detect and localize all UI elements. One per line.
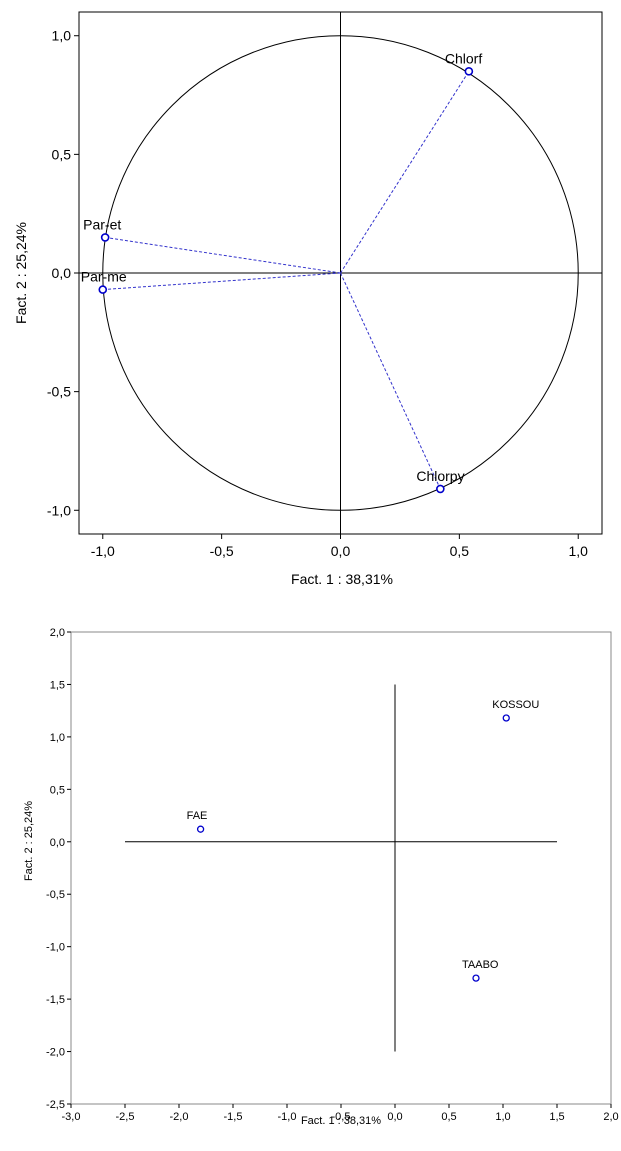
chart-1-points: Chlorf Par-et Par-me Chlorpy xyxy=(81,50,482,494)
point-label-kossou: KOSSOU xyxy=(492,699,539,711)
point-label-par-me: Par-me xyxy=(81,269,127,285)
chart-2-x-tick-label: -2,0 xyxy=(170,1111,189,1123)
chart-1-x-tick-label: 0,5 xyxy=(450,543,470,559)
point-chlorpy xyxy=(436,484,445,494)
chart-2-x-tick-label: -1,5 xyxy=(224,1111,243,1123)
point-label-taabo: TAABO xyxy=(462,959,499,971)
chart-1-y-axis-label: Fact. 2 : 25,24% xyxy=(13,222,29,324)
vector-par-me xyxy=(102,272,341,291)
chart-1-vectors xyxy=(102,71,470,490)
chart-1-x-tick-label: -0,5 xyxy=(210,543,234,559)
chart-2-x-tick-label: 1,5 xyxy=(549,1111,564,1123)
chart-2-y-tick-label: 2,0 xyxy=(50,627,65,639)
point-par-et xyxy=(100,233,110,242)
vector-chlorf xyxy=(340,71,470,274)
chart-1-y-tick-label: 0,5 xyxy=(52,146,72,162)
chart-2-x-tick-label: 2,0 xyxy=(603,1111,618,1123)
chart-2-y-tick-label: -1,5 xyxy=(46,994,65,1006)
chart-2-factor-scores: -3,0 -2,5 -2,0 -1,5 -1,0 -0,5 0,0 0,5 1,0 1,5 2,0 … xyxy=(23,627,619,1127)
chart-1-x-tick-label: -1,0 xyxy=(91,543,115,559)
chart-1-y-tick-label: -1,0 xyxy=(47,502,71,518)
chart-2-x-tick-label: 1,0 xyxy=(495,1111,510,1123)
chart-2-y-axis-label: Fact. 2 : 25,24% xyxy=(23,801,35,881)
chart-1-x-tick-label: 1,0 xyxy=(568,543,588,559)
chart-2-x-tick-label: 0,0 xyxy=(387,1111,402,1123)
chart-2-y-tick-label: -1,0 xyxy=(46,942,65,954)
chart-2-x-tick-label: 0,5 xyxy=(441,1111,456,1123)
chart-2-x-tick-label: -1,0 xyxy=(278,1111,297,1123)
chart-1-correlation-circle: -1,0 -0,5 0,0 0,5 1,0 1,0 0,5 0,0 -0,5 -1,0 Chlo… xyxy=(13,11,603,587)
chart-2-x-tick-labels: -3,0 -2,5 -2,0 -1,5 -1,0 -0,5 0,0 0,5 1,0 1,5 2,0 xyxy=(62,1104,619,1123)
chart-1-x-axis-label: Fact. 1 : 38,31% xyxy=(291,571,393,587)
point-chlorf xyxy=(464,67,474,76)
chart-1-unit-circle xyxy=(102,35,579,511)
chart-2-x-axis-label: Fact. 1 : 38,31% xyxy=(301,1115,381,1127)
chart-1-x-tick-label: 0,0 xyxy=(331,543,351,559)
chart-2-y-tick-label: 1,5 xyxy=(50,679,65,691)
chart-1-y-tick-label: 1,0 xyxy=(52,28,72,44)
chart-1-y-tick-label: -0,5 xyxy=(47,384,71,400)
chart-1-y-tick-labels: 1,0 0,5 0,0 -0,5 -1,0 xyxy=(47,28,79,518)
chart-2-points: KOSSOU FAE TAABO xyxy=(187,699,539,982)
chart-2-x-tick-label: -0,5 xyxy=(332,1111,351,1123)
vector-par-et xyxy=(105,236,341,274)
chart-2-x-tick-label: -3,0 xyxy=(62,1111,81,1123)
point-label-chlorf: Chlorf xyxy=(445,50,482,66)
vector-chlorpy xyxy=(340,272,441,490)
chart-2-y-tick-label: 1,0 xyxy=(50,732,65,744)
point-par-me xyxy=(98,285,108,294)
point-fae xyxy=(196,825,205,833)
point-taabo xyxy=(472,974,480,982)
point-label-fae: FAE xyxy=(187,810,208,822)
chart-2-y-tick-label: -2,5 xyxy=(46,1099,65,1111)
chart-2-y-tick-label: 0,5 xyxy=(50,784,65,796)
chart-1-x-tick-labels: -1,0 -0,5 0,0 0,5 1,0 xyxy=(91,534,588,559)
point-label-par-et: Par-et xyxy=(83,216,121,232)
point-kossou xyxy=(502,714,510,722)
chart-2-y-tick-label: 0,0 xyxy=(50,837,65,849)
chart-2-y-tick-label: -0,5 xyxy=(46,889,65,901)
chart-1-y-tick-label: 0,0 xyxy=(52,265,72,281)
chart-2-y-tick-label: -2,0 xyxy=(46,1047,65,1059)
chart-2-x-tick-label: -2,5 xyxy=(116,1111,135,1123)
point-label-chlorpy: Chlorpy xyxy=(416,468,464,484)
chart-2-y-tick-labels: 2,0 1,5 1,0 0,5 0,0 -0,5 -1,0 -1,5 -2,0 -2,5 xyxy=(46,627,71,1111)
